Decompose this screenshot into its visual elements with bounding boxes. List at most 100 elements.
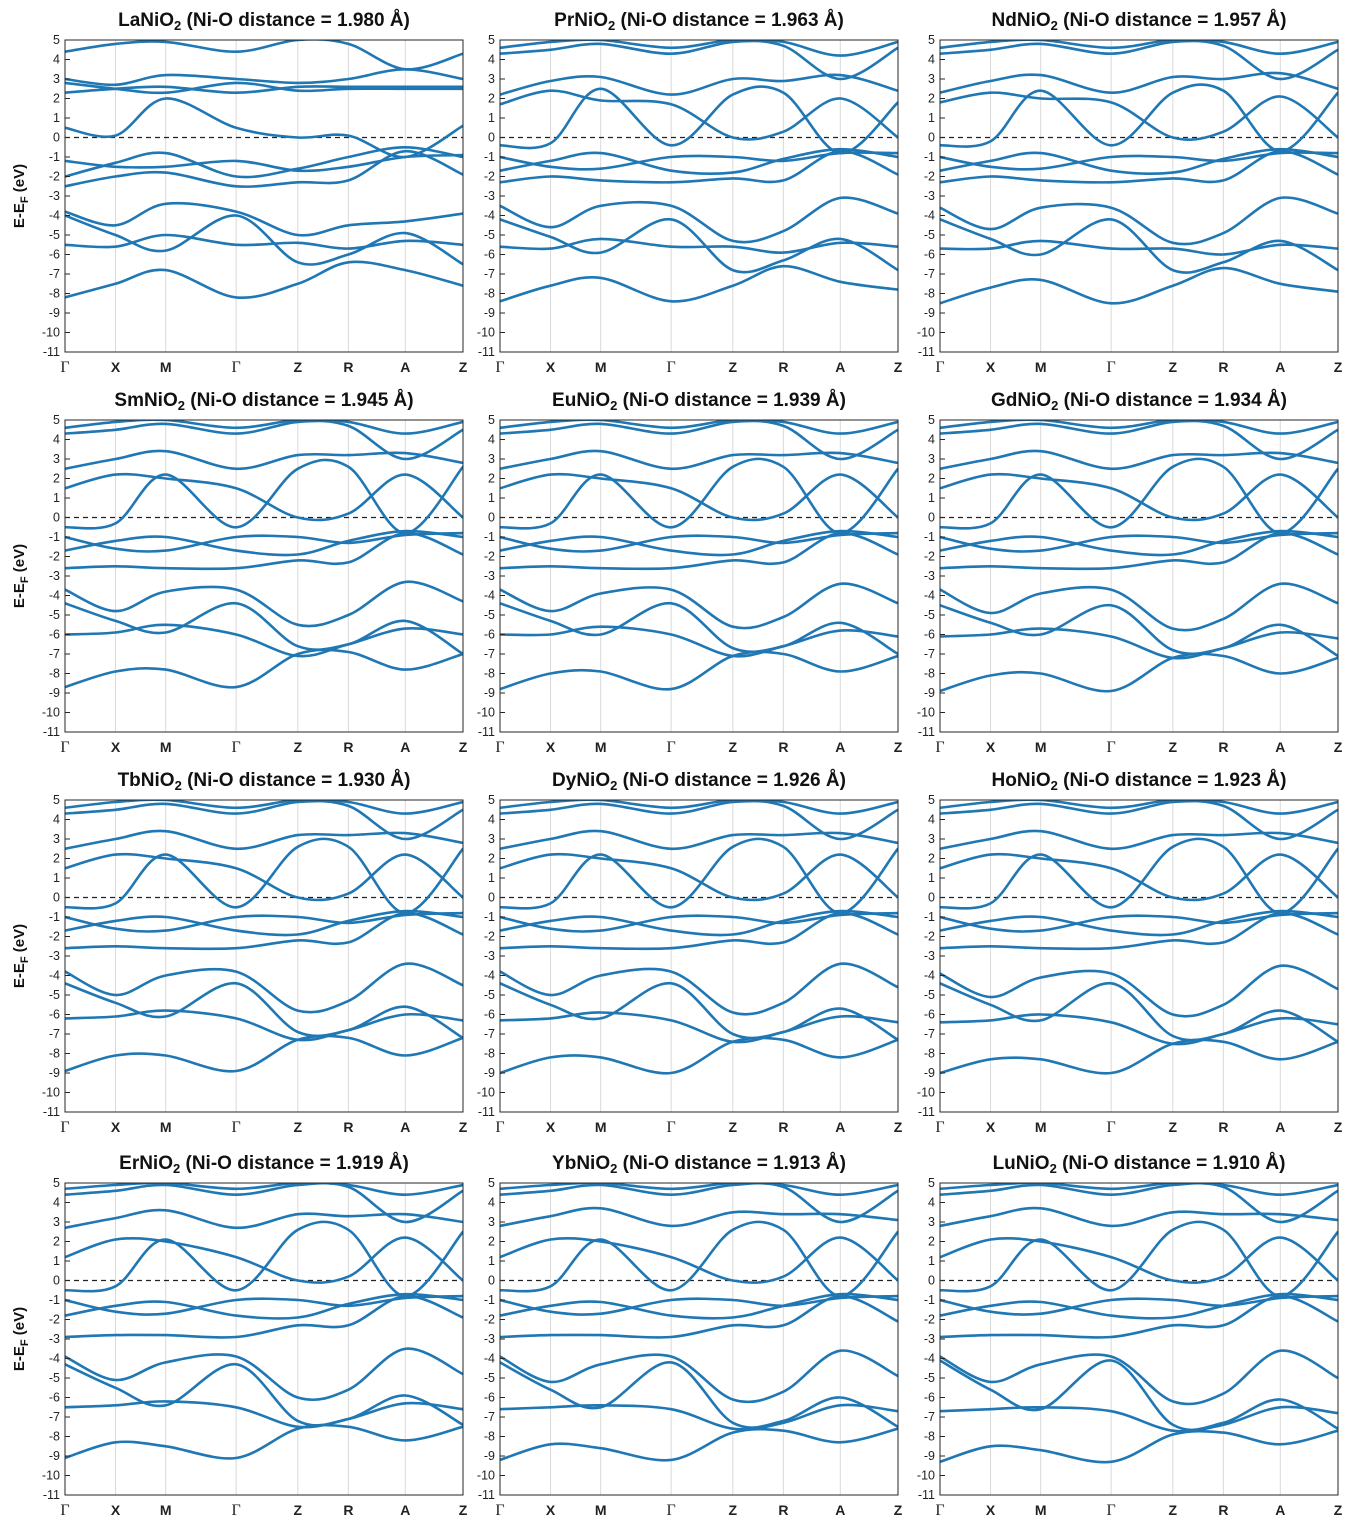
energy-band: [940, 652, 1338, 693]
kpoint-label: R: [343, 359, 353, 375]
y-tick-label: -11: [478, 1105, 495, 1119]
y-tick-label: 2: [488, 472, 495, 486]
kpoint-label: A: [835, 1502, 845, 1518]
panel-title: DyNiO2 (Ni-O distance = 1.926 Å): [552, 770, 846, 793]
energy-band: [940, 91, 1338, 141]
y-tick-label: -2: [484, 550, 495, 564]
kpoint-label: Z: [1334, 739, 1343, 755]
y-tick-label: 4: [928, 53, 935, 67]
y-tick-label: -1: [924, 910, 935, 924]
band-panel: YbNiO2 (Ni-O distance = 1.913 Å)543210-1…: [477, 1153, 903, 1519]
y-tick-label: -2: [49, 1313, 60, 1327]
kpoint-label: Γ: [495, 739, 504, 756]
y-tick-label: -11: [43, 1105, 60, 1119]
y-tick-label: 5: [53, 33, 60, 47]
y-tick-label: 1: [488, 1254, 495, 1268]
energy-band: [940, 1405, 1338, 1433]
y-tick-label: 5: [928, 793, 935, 807]
energy-band: [500, 1183, 898, 1224]
compound-name: YbNiO: [552, 1153, 610, 1174]
y-tick-label: -8: [484, 1047, 495, 1061]
y-tick-label: -5: [484, 1371, 495, 1385]
band-panel: NdNiO2 (Ni-O distance = 1.957 Å)543210-1…: [917, 10, 1343, 376]
y-tick-label: 1: [53, 491, 60, 505]
energy-band: [940, 1220, 1338, 1298]
y-tick-label: -2: [924, 1313, 935, 1327]
y-tick-label: 3: [53, 1215, 60, 1229]
kpoint-label: Γ: [60, 739, 69, 756]
y-tick-label: -3: [484, 949, 495, 963]
distance-label: (Ni-O distance = 1.913 Å): [617, 1153, 846, 1174]
plot-frame: [64, 799, 464, 1113]
compound-subscript: 2: [610, 778, 617, 793]
kpoint-label: A: [1275, 1119, 1285, 1135]
kpoint-label: A: [1275, 739, 1285, 755]
band-panel: LuNiO2 (Ni-O distance = 1.910 Å)543210-1…: [917, 1153, 1343, 1519]
energy-band: [65, 1423, 463, 1460]
y-tick-label: 3: [488, 452, 495, 466]
y-tick-label: -3: [924, 1332, 935, 1346]
energy-band: [500, 147, 898, 176]
energy-band: [500, 531, 898, 553]
kpoint-label: M: [1035, 1502, 1047, 1518]
kpoint-label: R: [778, 1502, 788, 1518]
kpoint-label: Z: [894, 1119, 903, 1135]
y-tick-label: -11: [918, 1488, 935, 1502]
y-tick-label: -10: [917, 706, 935, 720]
y-tick-label: -2: [924, 930, 935, 944]
kpoint-label: R: [343, 739, 353, 755]
kpoint-label: M: [1035, 1119, 1047, 1135]
energy-band: [500, 218, 898, 274]
panel-title: TbNiO2 (Ni-O distance = 1.930 Å): [118, 770, 411, 793]
energy-band: [500, 85, 898, 155]
band-panel: LaNiO2 (Ni-O distance = 1.980 Å)543210-1…: [11, 10, 468, 376]
energy-band: [940, 151, 1338, 171]
kpoint-label: Γ: [935, 359, 944, 376]
energy-band: [500, 981, 898, 1042]
y-tick-label: -3: [484, 1332, 495, 1346]
kpoint-label: R: [1218, 739, 1228, 755]
distance-label: (Ni-O distance = 1.945 Å): [185, 390, 414, 411]
kpoint-label: Γ: [1107, 1502, 1116, 1519]
panel-title: EuNiO2 (Ni-O distance = 1.939 Å): [552, 390, 846, 413]
energy-band: [500, 1206, 898, 1228]
kpoint-label: R: [1218, 1502, 1228, 1518]
kpoint-label: Γ: [232, 1119, 241, 1136]
y-tick-label: -4: [49, 969, 60, 983]
energy-band: [500, 837, 898, 915]
y-tick-label: -1: [924, 1293, 935, 1307]
energy-band: [65, 601, 463, 656]
y-tick-label: -6: [924, 628, 935, 642]
y-tick-label: -9: [924, 1449, 935, 1463]
kpoint-label: Γ: [667, 1119, 676, 1136]
energy-band: [65, 648, 463, 689]
energy-band: [500, 89, 898, 141]
y-tick-label: -8: [484, 1430, 495, 1444]
kpoint-label: Z: [729, 1502, 738, 1518]
y-tick-label: -9: [49, 686, 60, 700]
energy-band: [940, 981, 1338, 1044]
energy-band: [940, 1013, 1338, 1046]
y-tick-label: 1: [53, 111, 60, 125]
kpoint-label: Γ: [60, 359, 69, 376]
y-tick-label: 0: [53, 511, 60, 525]
kpoint-label: Z: [1169, 1119, 1178, 1135]
energy-band: [65, 97, 463, 159]
y-tick-label: 5: [488, 33, 495, 47]
panel-title: NdNiO2 (Ni-O distance = 1.957 Å): [992, 10, 1287, 33]
band-panel: GdNiO2 (Ni-O distance = 1.934 Å)543210-1…: [917, 390, 1343, 756]
y-tick-label: 1: [53, 871, 60, 885]
y-tick-label: -5: [49, 988, 60, 1002]
kpoint-label: X: [111, 1119, 121, 1135]
y-tick-label: 0: [488, 891, 495, 905]
energy-band: [65, 981, 463, 1040]
y-tick-label: -4: [924, 209, 935, 223]
y-tick-label: -4: [484, 589, 495, 603]
kpoint-label: Γ: [935, 1502, 944, 1519]
plot-frame: [64, 419, 464, 733]
energy-band: [65, 1220, 463, 1298]
energy-band: [65, 260, 463, 300]
y-tick-label: -3: [924, 949, 935, 963]
panel-title: PrNiO2 (Ni-O distance = 1.963 Å): [554, 10, 844, 33]
distance-label: (Ni-O distance = 1.957 Å): [1058, 10, 1287, 31]
